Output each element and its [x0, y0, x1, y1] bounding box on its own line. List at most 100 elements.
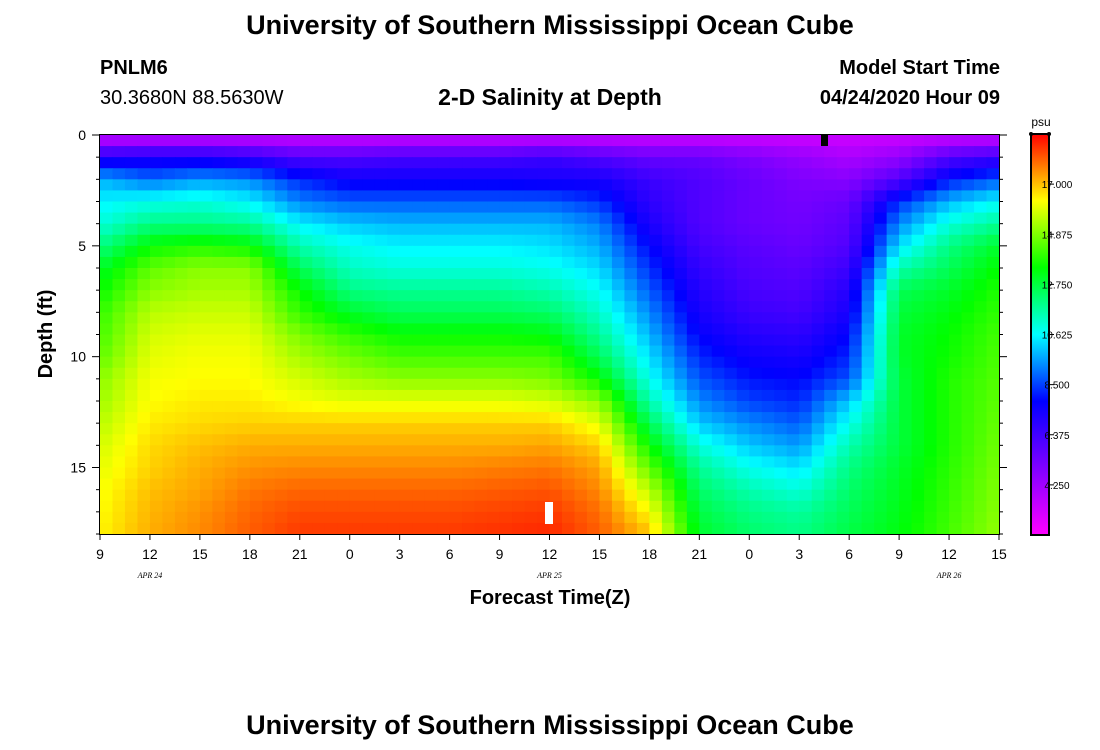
heatmap-cell [349, 478, 363, 491]
heatmap-cell [349, 445, 363, 458]
heatmap-cell [487, 434, 501, 446]
heatmap-cell [349, 500, 363, 513]
heatmap-cell [262, 245, 276, 258]
heatmap-cell [974, 279, 988, 291]
heatmap-cell [711, 135, 725, 147]
heatmap-cell [961, 401, 975, 413]
heatmap-cell [149, 401, 164, 413]
heatmap-cell [911, 168, 925, 180]
heatmap-cell [974, 245, 988, 258]
heatmap-cell [574, 389, 588, 402]
heatmap-cell [749, 345, 763, 358]
heatmap-cell [986, 511, 1000, 524]
heatmap-cell [861, 456, 875, 469]
heatmap-cell [174, 245, 189, 258]
heatmap-cell [674, 212, 688, 225]
heatmap-cell [424, 345, 438, 358]
heatmap-cell [799, 389, 813, 402]
heatmap-cell [312, 179, 326, 192]
heatmap-cell [824, 500, 838, 513]
heatmap-cell [399, 423, 413, 435]
heatmap-cell [100, 489, 114, 502]
heatmap-cell [162, 223, 176, 236]
heatmap-cell [249, 511, 263, 524]
heatmap-cell [124, 190, 139, 203]
heatmap-cell [362, 157, 376, 169]
heatmap-cell [661, 201, 675, 214]
heatmap-cell [711, 489, 725, 502]
heatmap-cell [124, 445, 139, 458]
heatmap-cell [499, 146, 513, 158]
heatmap-cell [237, 146, 251, 158]
heatmap-cell [886, 378, 900, 391]
heatmap-cell [349, 467, 363, 480]
heatmap-cell [649, 157, 663, 169]
heatmap-cell [512, 334, 526, 347]
heatmap-cell [724, 168, 738, 180]
heatmap-cell [549, 312, 563, 325]
heatmap-cell [749, 401, 763, 413]
heatmap-cell [886, 434, 900, 446]
heatmap-cell [899, 201, 913, 214]
heatmap-cell [649, 135, 663, 147]
heatmap-cell [799, 500, 813, 513]
heatmap-cell [824, 179, 838, 192]
heatmap-cell [387, 367, 401, 380]
heatmap-cell [437, 345, 451, 358]
heatmap-cell [412, 135, 426, 147]
heatmap-cell [412, 412, 426, 424]
heatmap-cell [561, 157, 576, 169]
heatmap-cell [611, 212, 626, 225]
heatmap-cell [611, 378, 626, 391]
heatmap-cell [237, 456, 251, 469]
heatmap-cell [199, 323, 213, 336]
heatmap-cell [699, 201, 713, 214]
heatmap-cell [262, 146, 276, 158]
heatmap-cell [199, 434, 213, 446]
heatmap-cell [586, 467, 601, 480]
heatmap-cell [487, 190, 501, 203]
heatmap-cell [949, 500, 963, 513]
heatmap-cell [424, 401, 438, 413]
heatmap-cell [724, 135, 738, 147]
heatmap-cell [936, 301, 950, 313]
heatmap-cell [574, 412, 588, 424]
heatmap-cell [699, 356, 713, 369]
heatmap-cell [624, 168, 638, 180]
heatmap-cell [761, 312, 775, 325]
heatmap-cell [412, 434, 426, 446]
heatmap-cell [824, 268, 838, 280]
heatmap-cell [611, 456, 626, 469]
heatmap-cell [149, 212, 164, 225]
heatmap-cell [437, 245, 451, 258]
heatmap-cell [899, 279, 913, 291]
heatmap-cell [474, 412, 488, 424]
heatmap-cell [561, 378, 576, 391]
heatmap-cell [237, 412, 251, 424]
heatmap-cell [574, 190, 588, 203]
heatmap-cell [586, 511, 601, 524]
heatmap-cell [674, 389, 688, 402]
heatmap-cell [524, 412, 538, 424]
heatmap-cell [212, 412, 226, 424]
heatmap-cell [574, 323, 588, 336]
heatmap-cell [811, 367, 825, 380]
heatmap-cell [849, 190, 863, 203]
heatmap-cell [424, 245, 438, 258]
heatmap-cell [661, 146, 675, 158]
heatmap-cell [324, 489, 338, 502]
heatmap-cell [237, 290, 251, 302]
heatmap-cell [686, 135, 700, 147]
heatmap-cell [886, 401, 900, 413]
heatmap-cell [374, 412, 388, 424]
heatmap-cell [462, 489, 476, 502]
heatmap-cell [786, 345, 800, 358]
heatmap-cell [661, 256, 675, 269]
heatmap-cell [886, 412, 900, 424]
heatmap-cell [749, 234, 763, 247]
heatmap-cell [337, 157, 351, 169]
heatmap-cell [561, 234, 576, 247]
heatmap-cell [424, 223, 438, 236]
heatmap-cell [287, 489, 301, 502]
heatmap-cell [362, 234, 376, 247]
